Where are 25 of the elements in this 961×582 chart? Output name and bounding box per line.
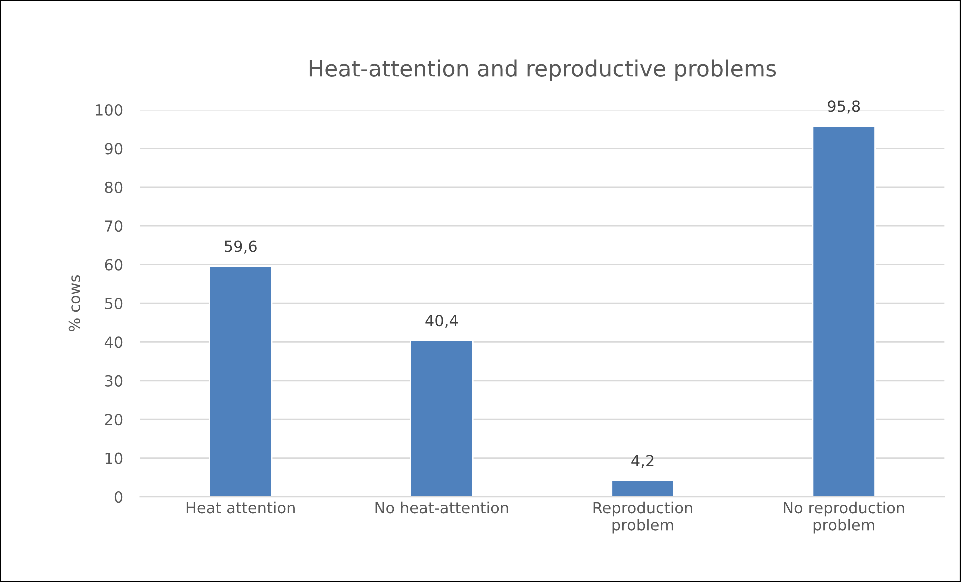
- y-tick-label: 20: [105, 414, 123, 426]
- data-label: 59,6: [225, 240, 257, 254]
- y-tick-label: 30: [105, 375, 123, 387]
- y-tick-label: 90: [105, 143, 123, 155]
- x-tick-label: No heat-attention: [376, 502, 508, 514]
- bar: [812, 126, 876, 498]
- data-label: 95,8: [828, 100, 860, 114]
- y-tick-label: 100: [96, 104, 123, 116]
- x-tick-label: Heat attention: [186, 502, 295, 514]
- y-tick-label: 60: [105, 259, 123, 271]
- y-tick-label: 80: [105, 182, 123, 194]
- chart-title: Heat-attention and reproductive problems: [310, 60, 776, 82]
- data-label: 4,2: [632, 455, 654, 468]
- bar: [410, 340, 474, 498]
- y-tick-label: 10: [106, 452, 123, 464]
- y-tick-label: 70: [105, 220, 123, 232]
- y-axis-title: % cows: [68, 275, 80, 332]
- bar: [611, 480, 675, 498]
- x-tick-label: Reproduction problem: [594, 502, 692, 534]
- y-tick-label: 0: [114, 491, 123, 504]
- data-label: 40,4: [426, 315, 458, 328]
- bar: [208, 266, 273, 498]
- y-tick-label: 50: [105, 298, 123, 310]
- y-tick-label: 40: [104, 336, 123, 348]
- x-tick-label: No reproduction problem: [784, 502, 904, 534]
